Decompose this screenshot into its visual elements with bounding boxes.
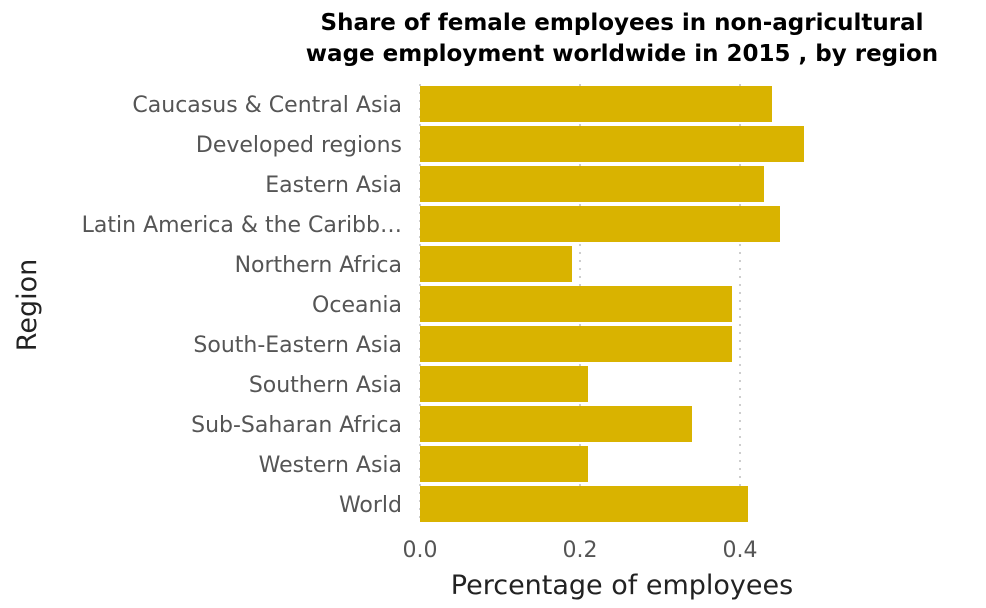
bar-8 <box>420 406 692 442</box>
bar-10 <box>420 486 748 522</box>
bar-9 <box>420 446 588 482</box>
y-axis-title: Region <box>12 259 43 351</box>
category-label-2: Eastern Asia <box>265 173 402 198</box>
bar-0 <box>420 86 772 122</box>
bar-3 <box>420 206 780 242</box>
category-label-0: Caucasus & Central Asia <box>132 93 402 118</box>
category-label-3: Latin America & the Caribb… <box>82 213 402 238</box>
category-label-5: Oceania <box>312 293 402 318</box>
category-label-8: Sub-Saharan Africa <box>191 413 402 438</box>
bar-4 <box>420 246 572 282</box>
x-axis-title: Percentage of employees <box>451 570 793 601</box>
x-tick-label-0: 0.0 <box>403 538 438 563</box>
x-tick-label-2: 0.4 <box>723 538 758 563</box>
category-label-1: Developed regions <box>196 133 402 158</box>
chart-title-line-2: wage employment worldwide in 2015 , by r… <box>306 41 938 67</box>
category-label-6: South-Eastern Asia <box>193 333 402 358</box>
bar-5 <box>420 286 732 322</box>
bar-7 <box>420 366 588 402</box>
bar-1 <box>420 126 804 162</box>
chart-title-line-1: Share of female employees in non-agricul… <box>321 10 924 36</box>
category-labels: Caucasus & Central Asia Developed regions… <box>82 93 402 518</box>
bar-2 <box>420 166 764 202</box>
bars <box>420 86 804 522</box>
x-axis-ticks: 0.0 0.2 0.4 <box>403 538 758 563</box>
category-label-4: Northern Africa <box>235 253 402 278</box>
category-label-7: Southern Asia <box>249 373 402 398</box>
category-label-9: Western Asia <box>259 453 402 478</box>
category-label-10: World <box>339 493 402 518</box>
x-tick-label-1: 0.2 <box>563 538 598 563</box>
bar-6 <box>420 326 732 362</box>
